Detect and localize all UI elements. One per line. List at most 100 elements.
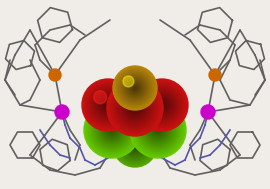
Circle shape [89,85,127,125]
Circle shape [85,82,131,128]
Circle shape [146,117,171,143]
Circle shape [97,115,127,145]
Circle shape [140,112,176,148]
Circle shape [157,100,167,110]
Circle shape [152,124,164,136]
Circle shape [111,129,113,131]
Circle shape [132,85,138,91]
Circle shape [154,97,170,113]
Circle shape [110,83,160,133]
Circle shape [107,80,163,136]
Circle shape [121,74,149,102]
Circle shape [90,108,134,152]
Circle shape [126,79,144,97]
Circle shape [121,94,149,122]
Circle shape [125,78,145,98]
Circle shape [120,93,150,123]
Circle shape [111,84,159,132]
Circle shape [120,93,134,107]
Circle shape [49,69,61,81]
Circle shape [159,102,165,108]
Circle shape [122,132,148,158]
Circle shape [87,84,129,126]
Circle shape [109,127,115,133]
Circle shape [154,126,162,134]
Circle shape [92,110,131,150]
Circle shape [136,108,180,152]
Circle shape [144,87,180,123]
Circle shape [113,123,157,167]
Circle shape [114,124,156,166]
Circle shape [96,93,120,117]
Circle shape [86,83,130,127]
Circle shape [88,106,136,154]
Circle shape [116,69,154,107]
Circle shape [125,135,145,155]
Circle shape [105,123,119,137]
Circle shape [144,116,172,144]
Circle shape [83,80,133,130]
Circle shape [123,133,134,144]
Circle shape [97,95,119,115]
Circle shape [122,95,148,121]
Circle shape [131,103,185,157]
Circle shape [140,83,184,127]
Circle shape [114,87,156,129]
Circle shape [101,119,123,141]
Circle shape [92,89,124,121]
Circle shape [148,91,161,104]
Circle shape [84,102,140,158]
Circle shape [151,123,165,137]
Circle shape [133,143,137,147]
Circle shape [130,83,140,94]
Circle shape [139,82,185,128]
Circle shape [118,91,152,125]
Circle shape [139,110,178,150]
Circle shape [143,85,181,125]
Circle shape [129,81,141,95]
Circle shape [95,92,121,118]
Circle shape [120,130,150,160]
Circle shape [102,120,122,140]
Circle shape [153,96,171,114]
Circle shape [127,100,143,116]
Circle shape [85,103,139,157]
Circle shape [133,86,137,90]
Circle shape [124,134,146,156]
Circle shape [158,101,166,109]
Circle shape [103,100,113,110]
Circle shape [136,79,188,131]
Circle shape [129,102,141,114]
Circle shape [98,116,126,144]
Circle shape [146,89,178,121]
Circle shape [130,102,186,158]
Circle shape [124,97,146,119]
Circle shape [99,96,117,114]
Circle shape [129,138,141,152]
Circle shape [119,129,151,161]
Circle shape [113,66,157,110]
Circle shape [137,80,187,130]
Circle shape [122,75,148,101]
Circle shape [117,90,153,126]
Circle shape [90,87,126,123]
Circle shape [115,88,155,128]
Circle shape [105,102,111,108]
Circle shape [130,139,140,150]
Circle shape [128,101,142,115]
Circle shape [133,105,183,155]
Circle shape [141,84,183,126]
Circle shape [125,98,145,118]
Circle shape [94,112,130,148]
Circle shape [91,109,133,151]
Circle shape [134,106,182,154]
Circle shape [91,88,125,122]
Circle shape [161,104,163,106]
Circle shape [117,127,153,163]
Circle shape [131,104,139,112]
Circle shape [151,95,173,115]
Circle shape [143,115,157,129]
Circle shape [115,125,155,165]
Circle shape [137,109,179,151]
Circle shape [82,79,134,131]
